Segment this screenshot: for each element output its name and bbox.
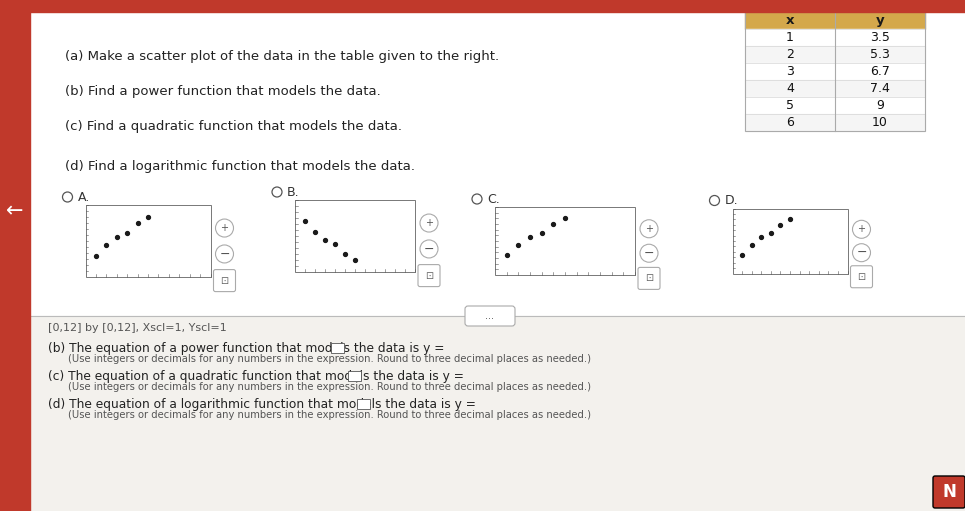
Text: 1: 1: [786, 31, 794, 44]
Text: (d) Find a logarithmic function that models the data.: (d) Find a logarithmic function that mod…: [65, 159, 415, 173]
Text: 5: 5: [786, 99, 794, 112]
Text: 4: 4: [786, 82, 794, 95]
Circle shape: [640, 244, 658, 262]
Circle shape: [852, 220, 870, 238]
Bar: [745, 46, 925, 63]
Text: ⊡: ⊡: [425, 271, 433, 281]
Text: D.: D.: [725, 194, 738, 207]
Text: 9: 9: [876, 99, 884, 112]
Bar: [732, 208, 847, 273]
Circle shape: [215, 219, 234, 237]
Text: 3.5: 3.5: [870, 31, 890, 44]
Text: −: −: [219, 247, 230, 261]
Text: 2: 2: [786, 48, 794, 61]
Bar: [745, 12, 925, 131]
Text: (c) The equation of a quadratic function that models the data is y =: (c) The equation of a quadratic function…: [48, 369, 464, 383]
Text: (d) The equation of a logarithmic function that models the data is y =: (d) The equation of a logarithmic functi…: [48, 398, 476, 410]
Text: N: N: [942, 483, 956, 501]
Bar: [745, 29, 925, 46]
Bar: [86, 205, 210, 277]
FancyBboxPatch shape: [933, 476, 965, 508]
FancyBboxPatch shape: [638, 267, 660, 289]
Text: (a) Make a scatter plot of the data in the table given to the right.: (a) Make a scatter plot of the data in t…: [65, 50, 499, 62]
Text: −: −: [644, 247, 654, 260]
Text: (Use integers or decimals for any numbers in the expression. Round to three deci: (Use integers or decimals for any number…: [68, 354, 591, 364]
Circle shape: [852, 244, 870, 262]
Text: (Use integers or decimals for any numbers in the expression. Round to three deci: (Use integers or decimals for any number…: [68, 410, 591, 420]
Text: A.: A.: [77, 191, 90, 203]
Text: ⊡: ⊡: [220, 275, 229, 286]
Bar: [745, 80, 925, 97]
Bar: [745, 114, 925, 131]
Text: [0,12] by [0,12], Xscl=1, Yscl=1: [0,12] by [0,12], Xscl=1, Yscl=1: [48, 323, 227, 333]
Text: ←: ←: [6, 201, 24, 221]
Text: 10: 10: [872, 116, 888, 129]
Text: (b) The equation of a power function that models the data is y =: (b) The equation of a power function tha…: [48, 341, 444, 355]
Text: 6: 6: [786, 116, 794, 129]
Text: ⊡: ⊡: [858, 272, 866, 282]
Text: 5.3: 5.3: [870, 48, 890, 61]
FancyBboxPatch shape: [418, 265, 440, 287]
Circle shape: [640, 220, 658, 238]
Bar: [348, 371, 361, 381]
Text: +: +: [858, 224, 866, 235]
Text: −: −: [856, 246, 867, 259]
Bar: [30, 316, 965, 511]
Text: ...: ...: [485, 311, 494, 321]
Text: +: +: [220, 223, 229, 233]
Bar: [495, 207, 635, 275]
Text: ⊡: ⊡: [645, 273, 653, 284]
Bar: [745, 63, 925, 80]
Bar: [331, 343, 344, 353]
Text: −: −: [424, 242, 434, 256]
Text: 3: 3: [786, 65, 794, 78]
Text: C.: C.: [487, 193, 500, 205]
FancyBboxPatch shape: [213, 270, 235, 292]
Text: +: +: [425, 218, 433, 228]
Circle shape: [420, 214, 438, 232]
Text: (b) Find a power function that models the data.: (b) Find a power function that models th…: [65, 84, 381, 98]
Bar: [0, 0, 965, 12]
Bar: [745, 12, 925, 29]
Text: +: +: [645, 224, 653, 234]
Text: 7.4: 7.4: [870, 82, 890, 95]
Bar: [295, 200, 415, 272]
Bar: [745, 97, 925, 114]
Circle shape: [215, 245, 234, 263]
Text: 6.7: 6.7: [870, 65, 890, 78]
Text: y: y: [875, 14, 884, 27]
Text: (Use integers or decimals for any numbers in the expression. Round to three deci: (Use integers or decimals for any number…: [68, 382, 591, 392]
Text: x: x: [786, 14, 794, 27]
FancyBboxPatch shape: [850, 266, 872, 288]
Text: (c) Find a quadratic function that models the data.: (c) Find a quadratic function that model…: [65, 120, 402, 132]
FancyBboxPatch shape: [465, 306, 515, 326]
Bar: [357, 399, 370, 409]
Text: B.: B.: [287, 185, 299, 198]
Circle shape: [420, 240, 438, 258]
Bar: [0, 0, 30, 511]
